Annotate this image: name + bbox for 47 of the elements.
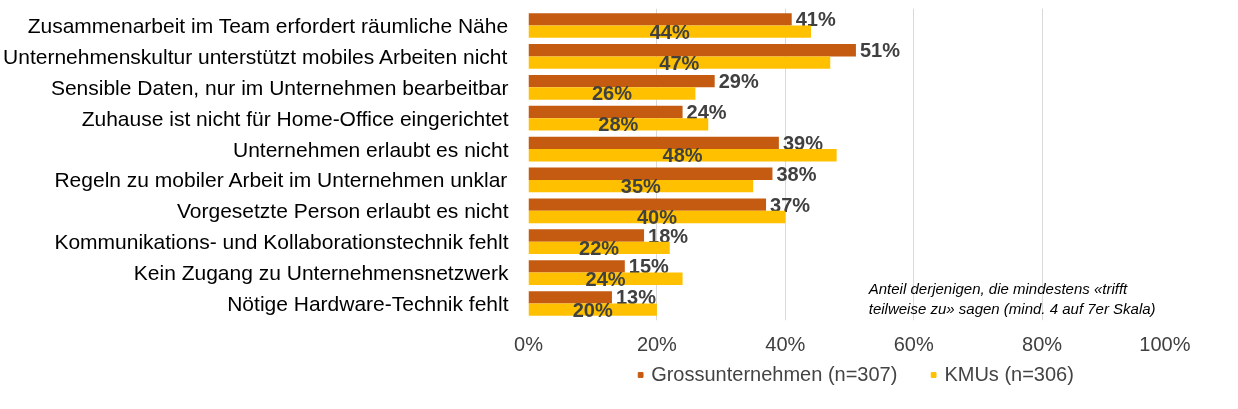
data-label: 15%: [628, 255, 670, 278]
data-label: 24%: [686, 100, 727, 123]
data-label: 28%: [598, 113, 639, 136]
y-tick-label: Kein Zugang zu Unternehmensnetzwerk: [133, 261, 509, 285]
legend-label: KMUs (n=306): [944, 362, 1074, 386]
bar: [528, 56, 831, 69]
y-tick-label: Kommunikations- und Kollaborationstechnik fehlt: [54, 230, 509, 254]
data-label: 40%: [636, 206, 678, 229]
data-label: 41%: [795, 8, 836, 31]
data-label: 26%: [591, 82, 633, 105]
x-tick-label: 100%: [1139, 332, 1191, 355]
data-label: 47%: [659, 51, 700, 74]
y-tick-label: Regeln zu mobiler Arbeit im Unternehmen unklar: [54, 168, 508, 192]
bar: [528, 198, 767, 211]
data-label: 38%: [776, 162, 817, 185]
data-label: 37%: [770, 193, 811, 216]
x-tick-label: 0%: [514, 332, 544, 355]
data-label: 22%: [579, 236, 620, 259]
y-tick-label: Vorgesetzte Person erlaubt es nicht: [176, 199, 509, 223]
bar: [528, 136, 779, 150]
y-tick-label: Nötige Hardware-Technik fehlt: [227, 292, 509, 316]
bar: [528, 44, 856, 57]
bar: [528, 291, 612, 304]
x-tick-label: 80%: [1022, 332, 1063, 355]
data-label: 44%: [649, 20, 690, 43]
data-label: 35%: [620, 175, 662, 198]
x-tick-label: 40%: [765, 332, 806, 355]
bar: [528, 229, 645, 242]
data-label: 29%: [718, 70, 759, 93]
data-label: 48%: [662, 144, 703, 167]
y-tick-label: Zusammenarbeit im Team erfordert räumliche Nähe: [27, 13, 509, 37]
data-label: 51%: [859, 39, 901, 62]
bar: [528, 25, 811, 38]
legend-label: Grossunternehmen (n=307): [651, 362, 898, 386]
data-label: 20%: [572, 298, 613, 321]
bar: [528, 167, 773, 180]
y-tick-label: Sensible Daten, nur im Unternehmen bearbeitbar: [50, 75, 509, 99]
bar: [528, 74, 715, 88]
y-tick-label: Unternehmen erlaubt es nicht: [233, 137, 509, 161]
bar: [528, 260, 625, 273]
bar: [528, 105, 683, 119]
bar: [528, 13, 792, 26]
x-tick-label: 20%: [636, 332, 678, 355]
y-tick-label: Zuhause ist nicht für Home-Office eingerichtet: [81, 106, 509, 130]
annotation: Anteil derjenigen, die mindestens «trifft teilweise zu» sagen (mind. 4 auf 7er Skala): [867, 280, 1156, 318]
y-tick-label: Unternehmenskultur unterstützt mobiles Arbeiten nicht: [3, 44, 508, 68]
x-tick-label: 60%: [893, 332, 934, 355]
